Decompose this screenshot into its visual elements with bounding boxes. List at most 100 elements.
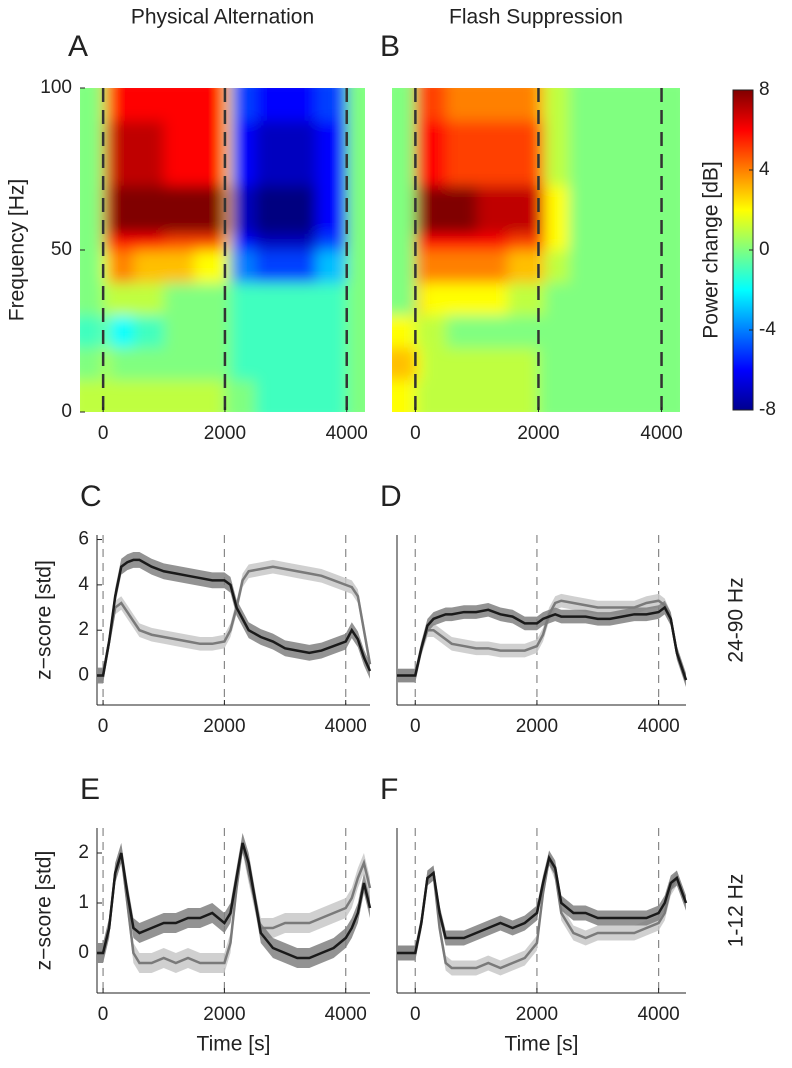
heat-cell: [255, 347, 287, 381]
x-tick-label: 0: [98, 423, 109, 444]
heat-cell: [600, 250, 632, 283]
heat-cell: [569, 314, 601, 348]
heat-cell: [231, 185, 256, 235]
heat-cell: [544, 250, 570, 283]
heat-cell: [630, 250, 663, 283]
heat-cell: [231, 347, 256, 381]
heat-cell: [421, 185, 447, 235]
series-line: [397, 853, 688, 970]
heat-cell: [285, 314, 317, 348]
heat-cell: [224, 379, 232, 412]
heat-cell: [316, 282, 348, 316]
heat-cell: [80, 185, 104, 235]
heat-cell: [600, 347, 632, 381]
heat-cell: [446, 347, 478, 381]
heat-cell: [392, 250, 416, 283]
heat-cell: [446, 314, 478, 348]
heat-cell: [255, 233, 287, 251]
heat-cell: [630, 185, 663, 235]
y-tick-label: 100: [40, 77, 72, 98]
heat-cell: [507, 250, 539, 283]
heat-cell: [507, 88, 539, 121]
heat-cell: [109, 120, 135, 186]
heat-cell: [569, 250, 601, 283]
heat-cell: [316, 250, 348, 283]
heat-cell: [569, 379, 601, 412]
colorbar-tick-label: 8: [759, 79, 770, 100]
heat-cell: [133, 88, 165, 121]
heat-cell: [346, 233, 365, 251]
heat-cell: [507, 347, 539, 381]
heat-cell: [476, 379, 509, 412]
heat-cell: [392, 314, 416, 348]
panel-letter: A: [68, 30, 88, 63]
panel-letter: C: [80, 480, 102, 513]
heat-cell: [544, 347, 570, 381]
heat-cell: [446, 185, 478, 235]
x-tick-label: 2000: [203, 1004, 245, 1025]
series-line: [397, 854, 688, 955]
x-tick-label: 2000: [203, 716, 245, 737]
heat-cell: [255, 379, 287, 412]
heat-cell: [80, 88, 104, 121]
series-line: [397, 599, 688, 681]
heatmap-cells: [80, 88, 365, 412]
x-tick-label: 0: [410, 716, 421, 737]
heat-cell: [544, 185, 570, 235]
heat-cell: [415, 250, 423, 283]
heat-cell: [661, 379, 680, 412]
heat-cell: [569, 233, 601, 251]
y-axis-label: z−score [std]: [33, 851, 56, 971]
heat-cell: [164, 379, 195, 412]
x-tick-label: 0: [98, 1004, 109, 1025]
heat-cell: [446, 282, 478, 316]
heat-cell: [507, 185, 539, 235]
heat-cell: [103, 250, 110, 283]
heat-cell: [415, 347, 423, 381]
heat-cell: [421, 347, 447, 381]
colorbar-label: Power change [dB]: [700, 161, 723, 338]
heat-cell: [415, 379, 423, 412]
heat-cell: [80, 347, 104, 381]
heat-cell: [224, 282, 232, 316]
heat-cell: [476, 250, 509, 283]
x-axis-label: Time [s]: [505, 1033, 579, 1056]
heat-cell: [194, 120, 226, 186]
heat-cell: [164, 314, 195, 348]
heat-cell: [164, 120, 195, 186]
heat-cell: [538, 88, 546, 121]
heat-cell: [544, 282, 570, 316]
x-tick-label: 4000: [637, 1004, 679, 1025]
heat-cell: [569, 282, 601, 316]
heat-cell: [600, 88, 632, 121]
x-tick-label: 0: [410, 1004, 421, 1025]
heat-cell: [544, 88, 570, 121]
heat-cell: [476, 185, 509, 235]
heat-cell: [600, 314, 632, 348]
heat-cell: [415, 88, 423, 121]
heat-cell: [346, 347, 365, 381]
row-label: 24-90 Hz: [725, 577, 748, 662]
x-tick-label: 2000: [516, 1004, 558, 1025]
y-tick-label: 0: [78, 942, 89, 963]
heat-cell: [507, 282, 539, 316]
heat-cell: [538, 233, 546, 251]
heat-cell: [194, 379, 226, 412]
heat-cell: [415, 120, 423, 186]
heat-cell: [231, 282, 256, 316]
series-line: [397, 605, 688, 681]
y-axis-label: Frequency [Hz]: [6, 179, 29, 321]
heat-cell: [346, 88, 365, 121]
heat-cell: [661, 120, 680, 186]
x-tick-label: 4000: [325, 716, 367, 737]
heat-cell: [103, 314, 110, 348]
x-tick-label: 4000: [637, 716, 679, 737]
heat-cell: [538, 120, 546, 186]
heat-cell: [103, 347, 110, 381]
heat-cell: [538, 347, 546, 381]
heat-cell: [476, 314, 509, 348]
heat-cell: [80, 120, 104, 186]
error-band: [397, 850, 686, 961]
heat-cell: [133, 120, 165, 186]
